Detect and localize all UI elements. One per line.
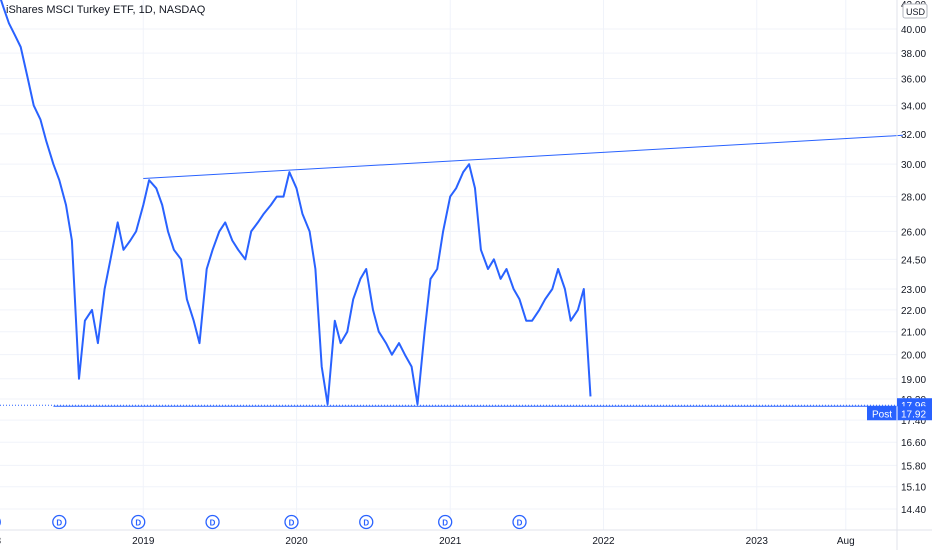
y-tick-label: 14.40 bbox=[901, 505, 926, 516]
chart-title: iShares MSCI Turkey ETF, 1D, NASDAQ bbox=[6, 4, 205, 16]
overlay-layer bbox=[0, 135, 905, 406]
dividend-marker-label: D bbox=[289, 519, 295, 528]
y-tick-label: 26.00 bbox=[901, 227, 926, 238]
price-series-line bbox=[0, 0, 591, 404]
post-price-value: 17.92 bbox=[901, 409, 926, 420]
grid-layer bbox=[0, 0, 897, 530]
post-label: Post bbox=[872, 409, 892, 420]
y-tick-label: 15.10 bbox=[901, 483, 926, 494]
x-axis: 2018 2019 2020 2021 2022 2023 Aug bbox=[0, 530, 932, 547]
y-tick-label: 34.00 bbox=[901, 101, 926, 112]
y-tick-label: 21.00 bbox=[901, 328, 926, 339]
y-axis: 14.4015.1015.8016.6017.4018.2019.0020.00… bbox=[867, 0, 932, 550]
dividend-marker-label: D bbox=[135, 519, 141, 528]
y-tick-label: 24.50 bbox=[901, 255, 926, 266]
y-tick-label: 38.00 bbox=[901, 49, 926, 60]
dividend-marker-label: D bbox=[210, 519, 216, 528]
x-tick-label: 2021 bbox=[439, 536, 462, 547]
y-tick-label: 20.00 bbox=[901, 351, 926, 362]
y-tick-label: 30.00 bbox=[901, 160, 926, 171]
y-tick-label: 16.60 bbox=[901, 438, 926, 449]
x-tick-label: 2022 bbox=[592, 536, 615, 547]
x-tick-label: Aug bbox=[837, 536, 855, 547]
y-tick-label: 32.00 bbox=[901, 130, 926, 141]
dividend-marker-label: D bbox=[442, 519, 448, 528]
dividend-marker-label: D bbox=[56, 519, 62, 528]
y-tick-label: 23.00 bbox=[901, 285, 926, 296]
line-layer bbox=[0, 0, 591, 404]
y-tick-label: 28.00 bbox=[901, 193, 926, 204]
y-tick-label: 19.00 bbox=[901, 375, 926, 386]
y-tick-label: 22.00 bbox=[901, 306, 926, 317]
dividend-markers: DDDDDDDD bbox=[0, 516, 526, 529]
dividend-marker-label: D bbox=[363, 519, 369, 528]
x-tick-label: 2020 bbox=[285, 536, 308, 547]
resistance-trendline bbox=[143, 135, 903, 178]
currency-label: USD bbox=[906, 7, 926, 17]
y-tick-label: 15.80 bbox=[901, 461, 926, 472]
x-tick-label: 2018 bbox=[0, 536, 2, 547]
dividend-marker-label: D bbox=[517, 519, 523, 528]
y-tick-label: 36.00 bbox=[901, 75, 926, 86]
x-tick-label: 2023 bbox=[746, 536, 769, 547]
x-tick-label: 2019 bbox=[132, 536, 155, 547]
y-tick-label: 40.00 bbox=[901, 25, 926, 36]
